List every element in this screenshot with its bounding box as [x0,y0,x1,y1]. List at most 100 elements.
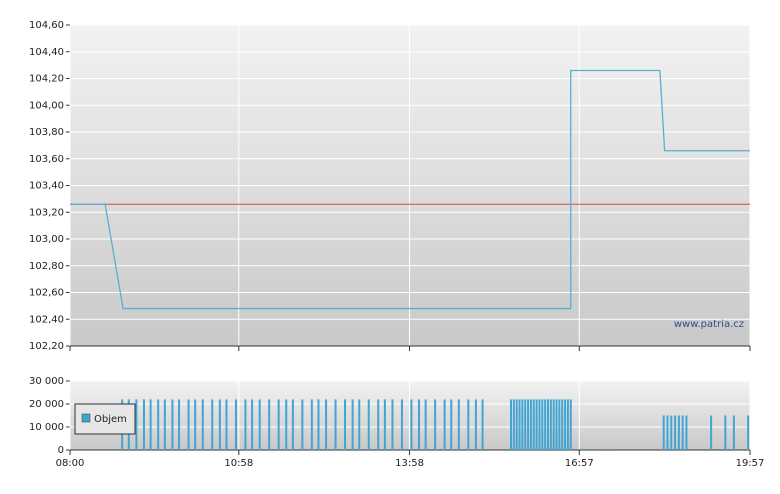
volume-bar [187,399,190,450]
volume-bar [674,415,677,450]
volume-bar [581,448,584,450]
volume-bar [317,399,320,450]
y-tick-label: 103,60 [29,154,64,165]
x-tick-label: 08:00 [56,458,85,469]
legend-label: Objem [94,414,127,425]
x-tick-label: 16:57 [565,458,594,469]
volume-bar [325,399,328,450]
volume-bar [546,399,549,450]
volume-bar [410,399,413,450]
volume-bar [163,399,166,450]
volume-bar [334,399,337,450]
y-tick-label: 104,20 [29,74,64,85]
price-line [70,69,750,310]
volume-bar [251,399,254,450]
volume-bar [555,399,558,450]
x-tick-label: 19:57 [736,458,765,469]
x-tick-label: 10:58 [224,458,253,469]
volume-bar [157,399,160,450]
volume-bar [344,399,347,450]
volume-bar [301,399,304,450]
volume-bar [225,399,228,450]
volume-bar [662,415,665,450]
y-tick-label: 30 000 [29,376,64,387]
legend-swatch [81,413,91,423]
y-tick-label: 0 [58,445,64,456]
volume-bar [443,399,446,450]
volume-bar [666,415,669,450]
volume-bar [747,415,750,450]
volume-bar [418,399,421,450]
y-tick-label: 102,20 [29,341,64,352]
volume-bar [424,399,427,450]
volume-bar [135,399,138,450]
volume-bar [544,399,547,450]
volume-bar [211,399,214,450]
volume-bar [244,399,247,450]
volume-bar [518,399,521,450]
volume-bar [377,399,380,450]
volume-bar [732,415,735,450]
volume-bar [566,399,569,450]
volume-bar [710,415,713,450]
volume-bar [383,399,386,450]
y-tick-label: 104,00 [29,100,64,111]
volume-bar [142,399,145,450]
volume-bar [681,415,684,450]
y-tick-label: 10 000 [29,422,64,433]
volume-bar [467,399,470,450]
volume-bar [685,415,688,450]
volume-bar [677,415,680,450]
volume-bar [201,399,204,450]
volume-bar [258,399,261,450]
volume-bar [285,399,288,450]
watermark: www.patria.cz [674,319,744,330]
volume-bar [600,448,603,450]
y-tick-label: 102,60 [29,288,64,299]
y-tick-label: 104,60 [29,20,64,31]
volume-bar [277,399,280,450]
volume-bar [391,399,394,450]
volume-bar [457,399,460,450]
y-tick-label: 103,40 [29,181,64,192]
volume-bar [527,399,530,450]
volume-bar [724,415,727,450]
volume-bar [367,399,370,450]
volume-bar [510,399,513,450]
volume-bar [541,399,544,450]
volume-bar [515,399,518,450]
y-tick-label: 103,80 [29,127,64,138]
volume-bar [310,399,313,450]
volume-bar [564,399,567,450]
volume-bar [569,399,572,450]
y-tick-label: 102,80 [29,261,64,272]
volume-bar [558,399,561,450]
volume-bar [171,399,174,450]
volume-bar [609,448,612,450]
volume-bar [291,399,294,450]
volume-bar [351,399,354,450]
volume-bar [538,399,541,450]
y-tick-label: 102,40 [29,314,64,325]
volume-bar [218,399,221,450]
volume-bar [400,399,403,450]
y-tick-label: 104,40 [29,47,64,58]
volume-bar [481,399,484,450]
volume-bar [532,399,535,450]
volume-bar [234,399,237,450]
y-tick-label: 103,00 [29,234,64,245]
volume-bar [149,399,152,450]
volume-bar [194,399,197,450]
volume-bar [670,415,673,450]
volume-bar [529,399,532,450]
volume-bar [524,399,527,450]
volume-bar [358,399,361,450]
y-tick-label: 20 000 [29,399,64,410]
volume-bar [474,399,477,450]
volume-bar [561,399,564,450]
volume-bar [521,399,524,450]
volume-bar [590,448,593,450]
volume-bar [512,399,515,450]
volume-bar [178,399,181,450]
